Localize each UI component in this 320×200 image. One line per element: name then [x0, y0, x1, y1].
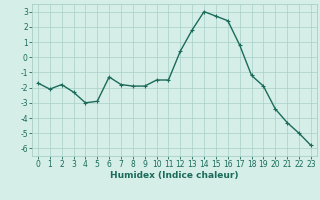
X-axis label: Humidex (Indice chaleur): Humidex (Indice chaleur) — [110, 171, 239, 180]
